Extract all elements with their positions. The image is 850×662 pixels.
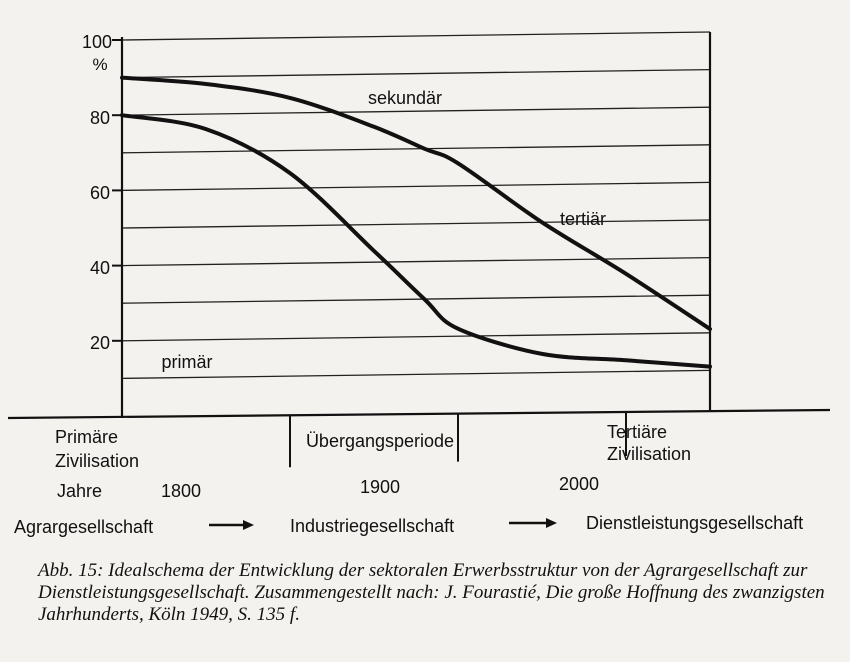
y-tick-label: 20	[90, 333, 110, 353]
label-sekundaer: sekundär	[368, 88, 442, 108]
y-tick-label: 100	[82, 32, 112, 52]
arrow-right-icon	[209, 520, 254, 530]
hatch-line	[121, 181, 711, 192]
x-tick-label: 2000	[559, 474, 599, 494]
y-tick-label: 40	[90, 258, 110, 278]
hatch-line	[121, 144, 711, 154]
period-label-tertiary: Tertiäre	[607, 422, 667, 442]
curve-primaer-plus-sekundaer	[120, 75, 712, 331]
curves	[120, 75, 712, 369]
period-label-primary: Primäre	[55, 427, 118, 447]
period-label-primary: Zivilisation	[55, 451, 139, 471]
curve-primaer	[120, 113, 712, 369]
period-label-transition: Übergangsperiode	[306, 431, 454, 451]
hatch-line	[121, 332, 711, 342]
hatch-line	[121, 68, 711, 79]
sector-chart: 100 % 80 60 40 20 sekundär tertiär primä…	[7, 31, 831, 537]
baseline	[7, 408, 831, 420]
y-tick-label: 60	[90, 183, 110, 203]
hatch-lines	[121, 31, 711, 380]
axes	[7, 32, 831, 468]
stage-label-industrie: Industriegesellschaft	[290, 516, 454, 536]
arrow-right-icon	[509, 518, 557, 528]
hatch-line	[121, 294, 711, 304]
x-axis-title: Jahre	[57, 481, 102, 501]
label-tertiaer: tertiär	[560, 209, 606, 229]
y-unit-label: %	[92, 55, 107, 74]
hatch-line	[121, 31, 711, 41]
y-tick-label: 80	[90, 108, 110, 128]
hatch-line	[121, 256, 711, 267]
hatch-line	[121, 369, 711, 380]
x-tick-label: 1900	[360, 477, 400, 497]
hatch-line	[121, 219, 711, 229]
period-label-tertiary: Zivilisation	[607, 444, 691, 464]
stage-label-dienstleistung: Dienstleistungsgesellschaft	[586, 513, 803, 533]
label-primaer: primär	[161, 352, 212, 372]
figure-caption: Abb. 15: Idealschema der Entwicklung der…	[38, 560, 825, 625]
hatch-line	[121, 106, 711, 116]
x-tick-label: 1800	[161, 481, 201, 501]
stage-label-agrar: Agrargesellschaft	[14, 517, 153, 537]
